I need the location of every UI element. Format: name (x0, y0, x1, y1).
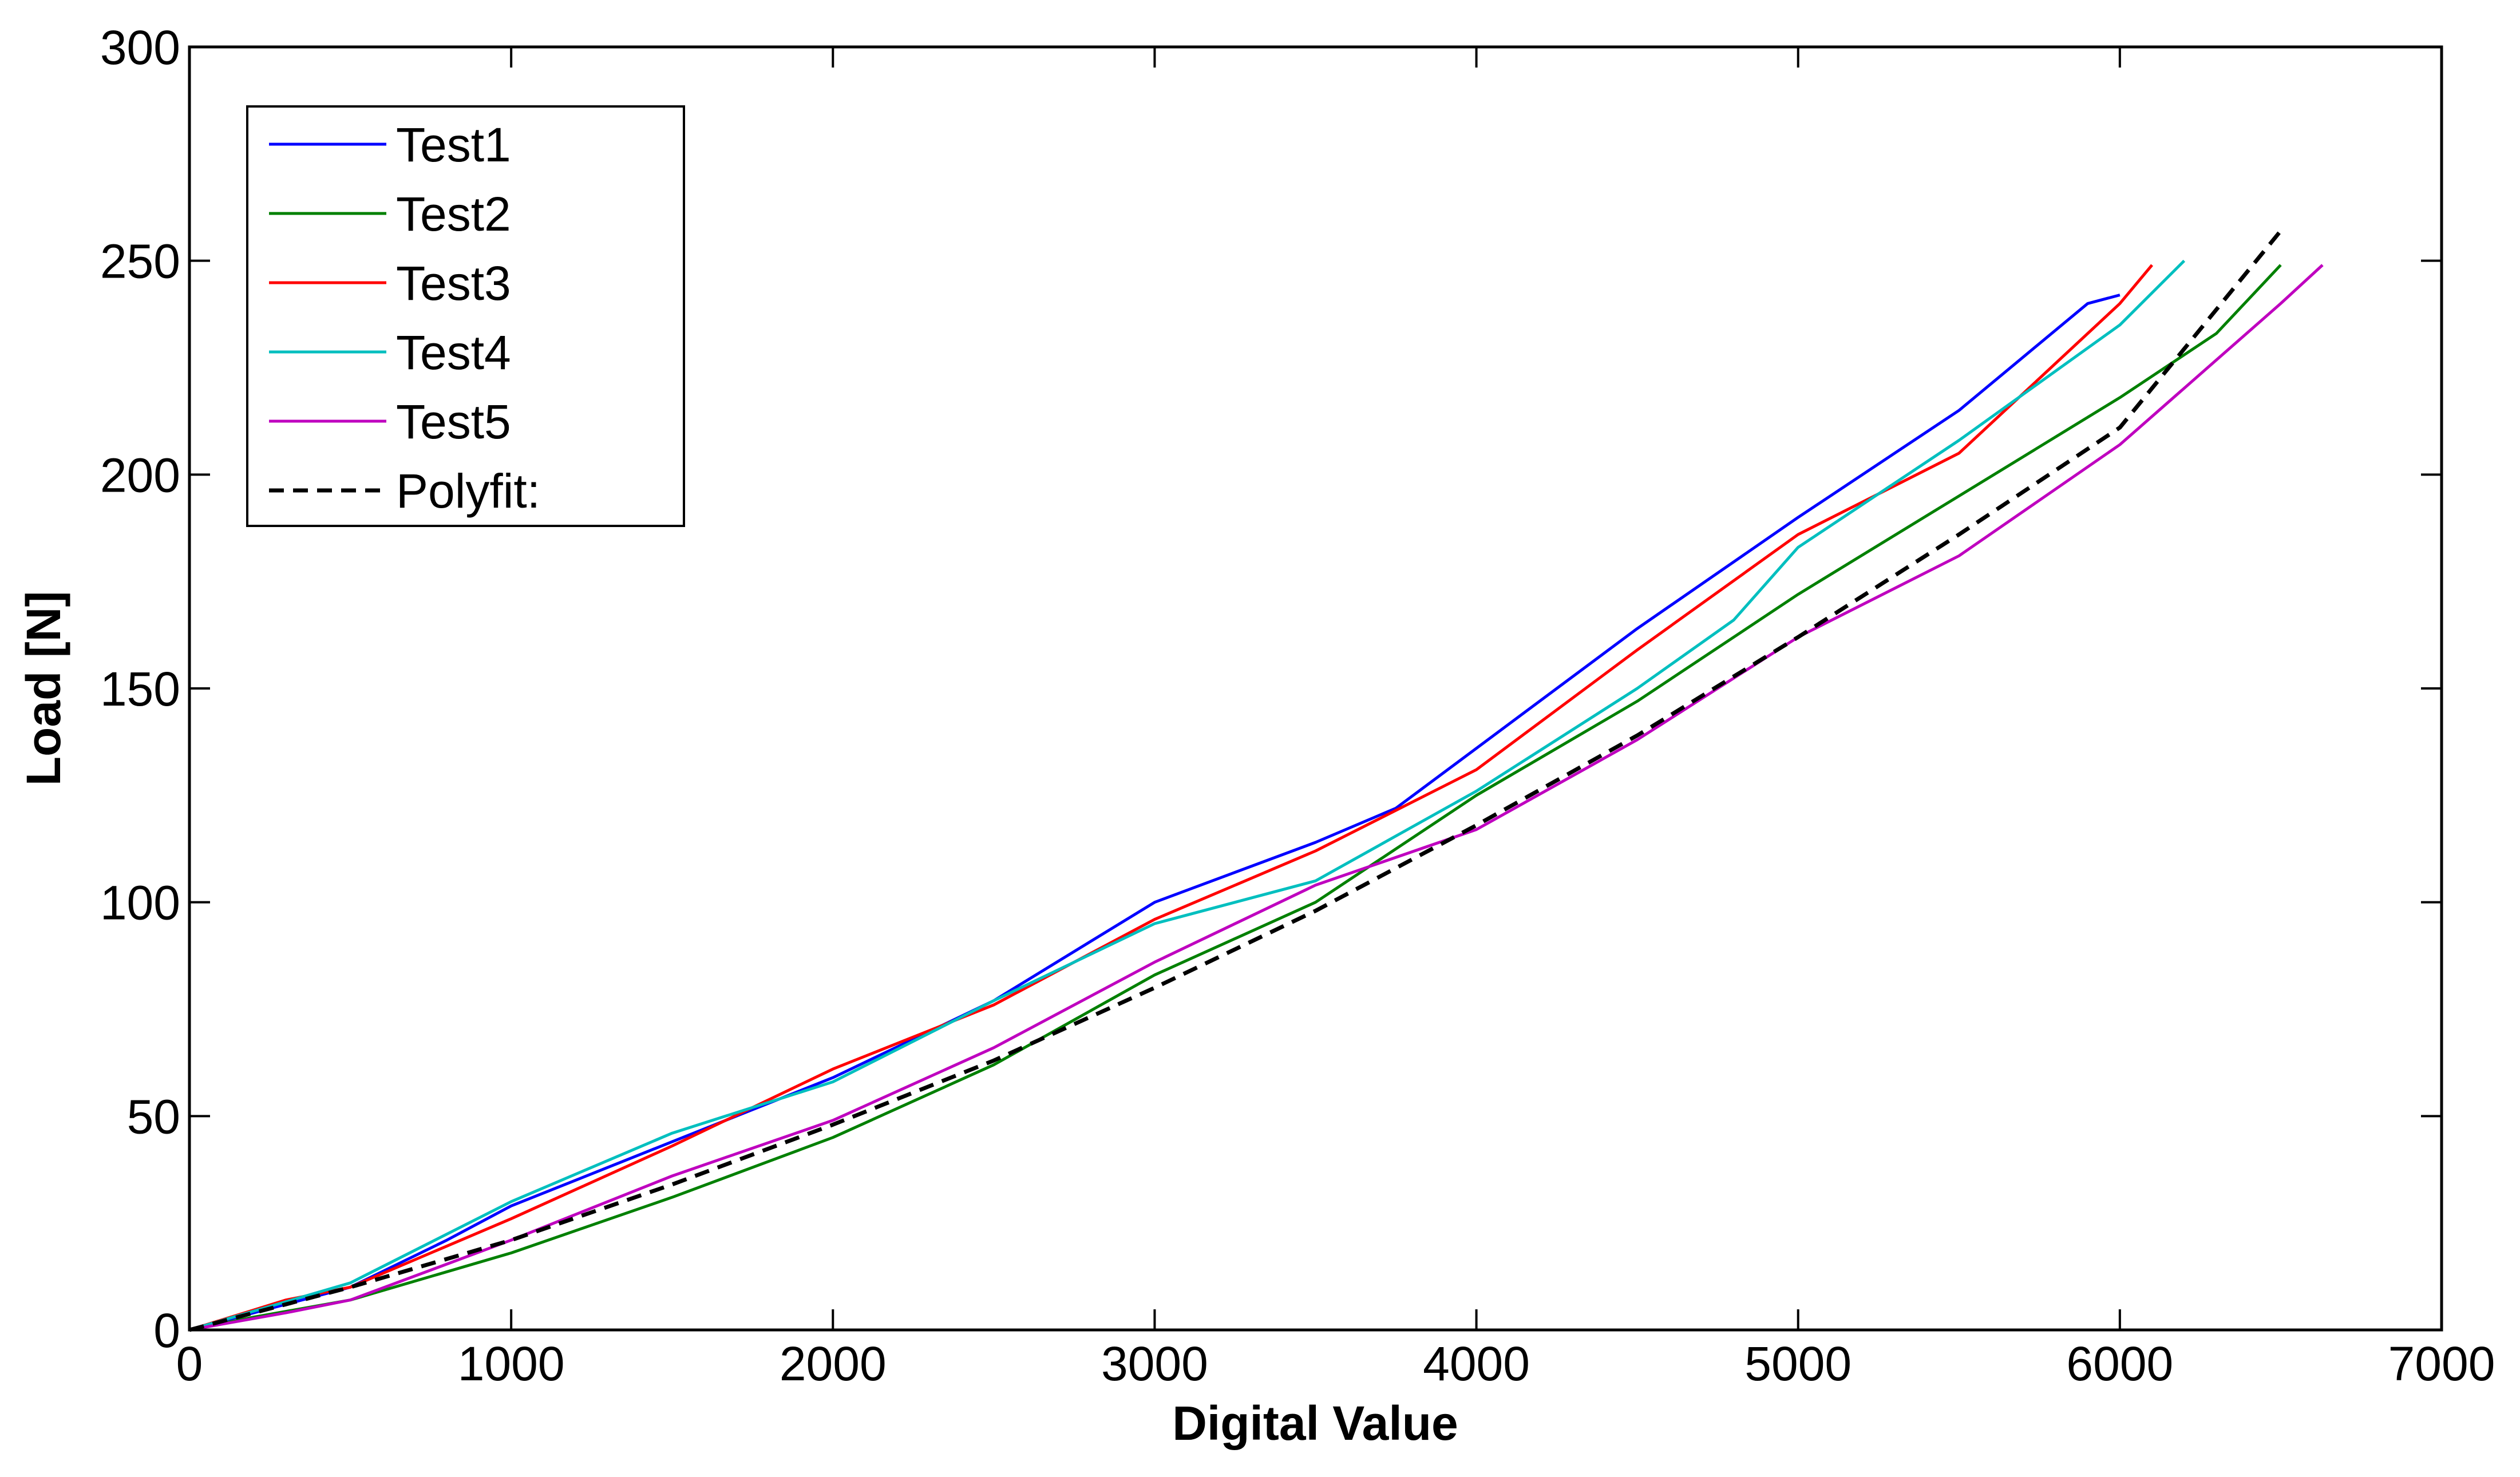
x-tick-label: 2000 (780, 1337, 887, 1391)
legend-label-test3: Test3 (396, 256, 511, 310)
x-tick-label: 1000 (458, 1337, 565, 1391)
y-tick-label: 50 (127, 1090, 180, 1143)
x-tick-label: 7000 (2388, 1337, 2495, 1391)
y-tick-label: 250 (100, 235, 180, 288)
legend-label-test1: Test1 (396, 118, 511, 172)
series-layer (189, 229, 2324, 1332)
y-tick-label: 150 (100, 662, 180, 716)
legend-label-test4: Test4 (396, 326, 511, 379)
x-tick-label: 6000 (2066, 1337, 2173, 1391)
series-line-polyfit (189, 229, 2282, 1332)
series-line-test5 (189, 264, 2324, 1332)
x-tick-label: 0 (176, 1337, 203, 1391)
y-axis-label: Load [N] (17, 591, 70, 786)
x-tick-label: 3000 (1101, 1337, 1208, 1391)
y-tick-labels: 0 50 100 150 200 250 300 (100, 21, 180, 1357)
series-line-test1 (189, 294, 2121, 1332)
x-axis-label: Digital Value (1172, 1396, 1458, 1450)
legend-label-test5: Test5 (396, 395, 511, 449)
legend: Test1 Test2 Test3 Test4 Test5 Polyfit: (246, 105, 685, 527)
x-tick-label: 5000 (1744, 1337, 1852, 1391)
y-tick-label: 0 (153, 1304, 180, 1357)
legend-box (246, 105, 685, 527)
x-tick-label: 4000 (1423, 1337, 1530, 1391)
legend-label-test2: Test2 (396, 187, 511, 241)
x-tick-labels: 0 1000 2000 3000 4000 5000 6000 7000 (176, 1337, 2495, 1391)
y-tick-label: 200 (100, 448, 180, 502)
series-line-test4 (189, 259, 2186, 1332)
series-line-test2 (189, 264, 2282, 1332)
legend-label-polyfit: Polyfit: (396, 464, 540, 518)
series-line-test3 (189, 264, 2154, 1332)
axis-ticks (188, 46, 2443, 1331)
y-tick-label: 100 (100, 876, 180, 930)
y-tick-label: 300 (100, 21, 180, 74)
